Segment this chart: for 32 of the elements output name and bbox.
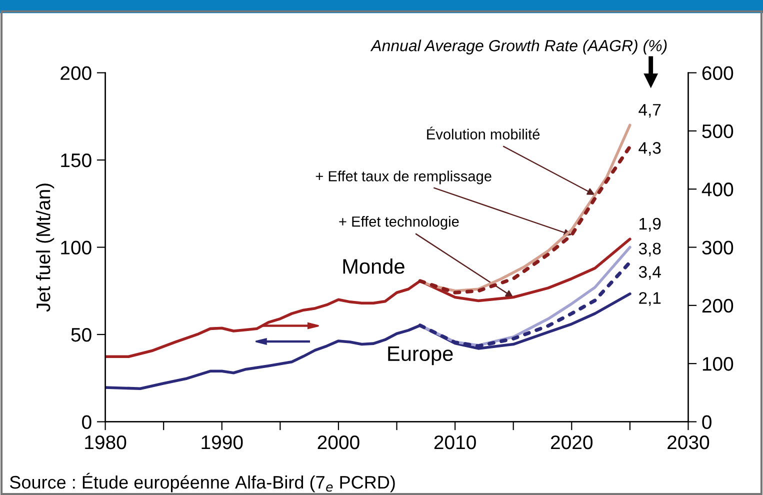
x-tick-label: 2020 bbox=[550, 435, 593, 450]
annotation: Évolution mobilité bbox=[427, 126, 540, 140]
x-tick-label: 1990 bbox=[202, 435, 243, 450]
x-tick-label: 1980 bbox=[85, 435, 126, 450]
x-tick-label: 2030 bbox=[668, 435, 710, 450]
annotation: 4,3 bbox=[638, 142, 661, 156]
annotation: 2,1 bbox=[639, 292, 661, 306]
annotation: 4,7 bbox=[638, 104, 661, 118]
y2-tick-label: 0 bbox=[702, 415, 712, 429]
y-tick-label: 200 bbox=[60, 66, 92, 80]
y2-tick-label: 300 bbox=[702, 240, 734, 254]
y-axis-title: Jet fuel (Mt/an) bbox=[36, 184, 54, 312]
y2-tick-label: 200 bbox=[702, 298, 734, 313]
annotation: 3,4 bbox=[638, 266, 661, 280]
y2-tick-label: 100 bbox=[702, 357, 734, 371]
x-tick-label: 2000 bbox=[318, 435, 360, 450]
annotation: + Effet technologie bbox=[339, 216, 459, 230]
y2-tick-label: 400 bbox=[702, 182, 734, 196]
annotation: Monde bbox=[343, 258, 404, 274]
annotation: 3,8 bbox=[638, 242, 661, 256]
text: Annual Average Growth Rate (AAGR) (%) bbox=[370, 40, 667, 54]
y2-tick-label: 500 bbox=[702, 124, 734, 138]
annotation: + Effet taux de remplissage bbox=[316, 170, 492, 184]
y-tick-label: 0 bbox=[82, 415, 92, 429]
y-tick-label: 100 bbox=[61, 240, 92, 254]
y-tick-label: 50 bbox=[71, 328, 92, 342]
source-note: Source : Étude européenne Alfa-Bird (7$_{e}$ PCRD) bbox=[10, 472, 395, 492]
annotation: 1,9 bbox=[640, 218, 661, 232]
y-tick-label: 150 bbox=[61, 153, 92, 168]
x-tick-label: 2010 bbox=[434, 435, 476, 450]
annotation: Europe bbox=[388, 346, 453, 366]
y2-tick-label: 600 bbox=[702, 66, 734, 80]
